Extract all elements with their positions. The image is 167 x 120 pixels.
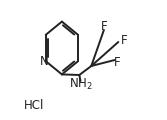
Text: F: F xyxy=(114,56,120,69)
Text: N: N xyxy=(40,55,48,68)
Text: F: F xyxy=(101,21,107,33)
Text: HCl: HCl xyxy=(24,99,44,112)
Text: NH$_2$: NH$_2$ xyxy=(69,76,92,92)
Text: F: F xyxy=(121,34,128,47)
